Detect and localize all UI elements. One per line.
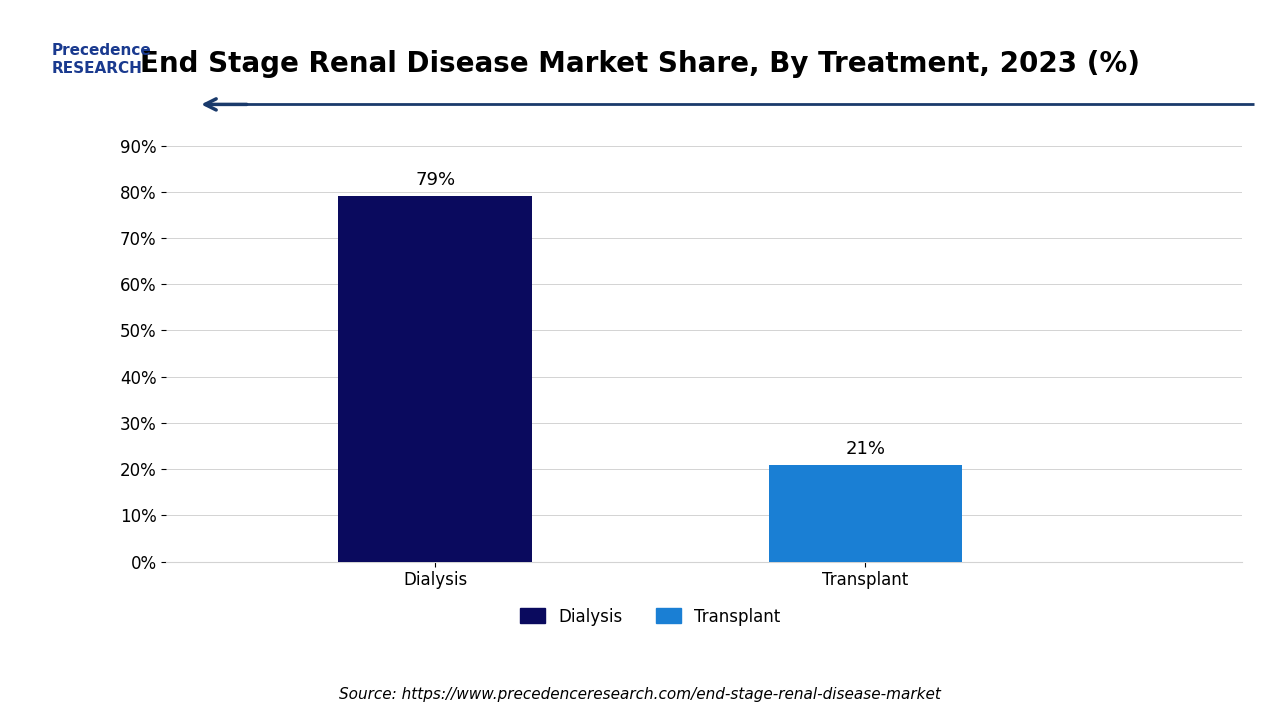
Legend: Dialysis, Transplant: Dialysis, Transplant: [513, 601, 787, 632]
Text: Source: https://www.precedenceresearch.com/end-stage-renal-disease-market: Source: https://www.precedenceresearch.c…: [339, 687, 941, 702]
Text: Precedence
RESEARCH: Precedence RESEARCH: [51, 43, 151, 76]
Bar: [768, 464, 963, 562]
Text: End Stage Renal Disease Market Share, By Treatment, 2023 (%): End Stage Renal Disease Market Share, By…: [140, 50, 1140, 78]
Text: 21%: 21%: [845, 440, 886, 458]
Bar: [338, 197, 532, 562]
Text: 79%: 79%: [415, 171, 456, 189]
